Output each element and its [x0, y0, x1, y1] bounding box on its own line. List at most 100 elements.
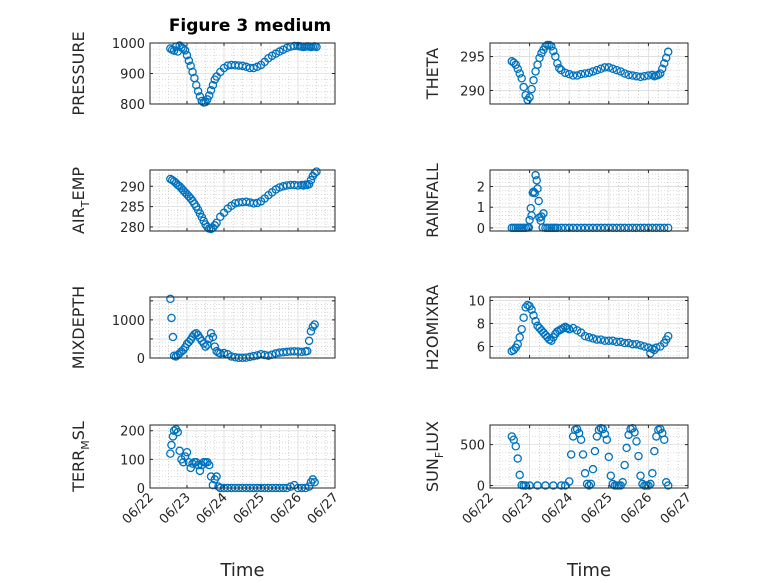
data-point [509, 58, 519, 67]
ylabel-1: THETA [423, 48, 442, 100]
data-point [535, 53, 544, 63]
ylabel-0: PRESSURE [69, 31, 88, 115]
data-point [166, 294, 175, 304]
data-point [208, 480, 218, 490]
data-point [604, 336, 614, 345]
data-point [525, 215, 534, 225]
data-point [306, 175, 316, 185]
data-point [560, 68, 570, 78]
data-point [208, 80, 218, 90]
data-point [179, 44, 188, 53]
ylabel-2: AIRTEMP [69, 167, 92, 234]
data-point [186, 463, 195, 473]
data-point [214, 482, 223, 491]
data-point [636, 341, 645, 350]
data-point [549, 481, 558, 490]
data-point [580, 331, 590, 341]
data-point [564, 69, 574, 79]
data-point [515, 69, 524, 78]
data-point [515, 470, 524, 480]
data-point [532, 176, 541, 185]
x-tick-label: 06/24 [539, 490, 576, 527]
data-point [302, 346, 312, 356]
y-tick-label: 6 [477, 340, 485, 355]
data-point [195, 466, 205, 476]
data-point [648, 469, 657, 478]
data-point [624, 338, 633, 348]
data-point [624, 70, 633, 80]
data-point [576, 69, 586, 79]
data-point [203, 340, 212, 349]
data-point [190, 330, 199, 339]
data-point [210, 221, 219, 230]
data-point [568, 71, 578, 80]
data-point [648, 70, 657, 80]
data-point [513, 64, 522, 74]
data-point [513, 454, 522, 463]
data-point [188, 67, 197, 77]
y-tick-label: 0 [477, 480, 485, 495]
y-tick-label: 0 [137, 482, 145, 497]
y-tick-label: 200 [120, 425, 145, 440]
data-point [608, 336, 618, 345]
x-tick-label: 06/25 [231, 490, 268, 527]
data-point [210, 342, 219, 351]
data-point [204, 91, 214, 100]
data-point [576, 435, 586, 444]
data-point [297, 347, 306, 357]
data-point [634, 451, 643, 461]
data-point [632, 437, 641, 446]
data-point [519, 82, 528, 92]
data-point [175, 446, 184, 456]
data-point [249, 63, 258, 73]
axes-box [489, 42, 689, 105]
y-tick-label: 8 [477, 317, 485, 332]
data-point [511, 60, 520, 69]
data-point [180, 452, 190, 461]
data-point [592, 335, 602, 344]
data-point [588, 67, 598, 76]
data-point [663, 47, 673, 57]
data-point [541, 481, 550, 490]
minor-grid [490, 169, 688, 231]
data-point [600, 63, 610, 72]
data-point [578, 450, 588, 459]
subplot-pressure: 800 900 1000 PRESSURE [69, 31, 336, 116]
y-tick-label: 0 [137, 352, 145, 367]
data-point [636, 471, 645, 480]
data-point [168, 432, 178, 441]
data-point [166, 449, 175, 458]
axes-box [489, 169, 689, 232]
data-point [572, 71, 582, 80]
data-point [519, 313, 528, 322]
y-tick-label: 900 [120, 68, 145, 83]
data-point [168, 332, 178, 342]
data-point [179, 457, 188, 467]
data-point [594, 425, 604, 435]
data-point [566, 450, 576, 459]
ylabel-4: MIXDEPTH [69, 286, 88, 369]
data-point [527, 305, 536, 314]
y-tick-label: 500 [460, 439, 485, 454]
y-tick-label: 295 [460, 51, 485, 66]
subplot-sun-flux: 0 500 SUNFLUX 06/22 06/23 06/24 06/25 06/26 06/2… [423, 421, 695, 581]
data-point [549, 46, 558, 56]
data-point [304, 336, 314, 346]
data-point [191, 80, 201, 90]
data-point [612, 65, 621, 75]
data-point [533, 481, 542, 490]
data-point [606, 471, 616, 480]
subplot-rainfall: 0 1 2 RAINFALL [423, 163, 689, 238]
data-point [652, 343, 661, 352]
data-point [208, 332, 218, 342]
data-point [588, 464, 598, 474]
data-point [545, 40, 554, 50]
y-tick-label: 290 [120, 180, 145, 195]
data-point [169, 46, 179, 55]
data-point [620, 69, 629, 78]
data-point [517, 73, 526, 83]
data-point [206, 86, 216, 95]
data-point [602, 435, 612, 444]
data-point [525, 481, 534, 490]
